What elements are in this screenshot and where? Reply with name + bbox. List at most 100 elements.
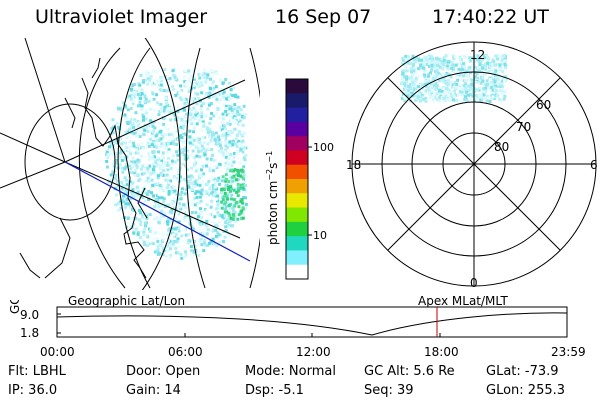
emission-pixel xyxy=(159,243,163,247)
emission-pixel xyxy=(189,254,193,258)
emission-pixel xyxy=(191,215,195,219)
emission-pixel xyxy=(483,56,487,60)
emission-pixel xyxy=(228,81,232,85)
emission-pixel xyxy=(401,68,405,72)
emission-pixel xyxy=(491,58,495,62)
emission-pixel xyxy=(222,95,226,99)
emission-pixel xyxy=(203,238,207,242)
emission-pixel xyxy=(125,197,129,201)
emission-pixel xyxy=(464,55,468,59)
emission-pixel xyxy=(236,194,240,198)
emission-pixel xyxy=(487,96,491,100)
emission-pixel xyxy=(207,166,211,170)
emission-pixel xyxy=(233,176,237,180)
emission-pixel xyxy=(156,155,160,159)
emission-pixel xyxy=(229,226,233,230)
emission-pixel xyxy=(176,251,180,255)
emission-pixel xyxy=(140,92,144,96)
emission-pixel xyxy=(430,63,434,67)
emission-pixel xyxy=(190,99,194,103)
emission-pixel xyxy=(154,173,158,177)
emission-pixel xyxy=(187,69,191,73)
emission-pixel xyxy=(188,179,192,183)
emission-pixel xyxy=(172,197,176,201)
emission-pixel xyxy=(196,96,200,100)
emission-pixel xyxy=(174,130,178,134)
emission-pixel xyxy=(159,75,163,79)
emission-pixel xyxy=(175,239,179,243)
emission-pixel xyxy=(241,207,245,211)
emission-pixel xyxy=(215,166,219,170)
emission-pixel xyxy=(406,55,410,59)
emission-pixel xyxy=(458,58,462,62)
emission-pixel xyxy=(221,224,225,228)
emission-pixel xyxy=(149,222,153,226)
emission-pixel xyxy=(149,182,153,186)
emission-pixel xyxy=(125,135,129,139)
emission-pixel xyxy=(136,231,140,235)
emission-pixel xyxy=(192,115,196,119)
emission-pixel xyxy=(429,82,433,86)
emission-pixel xyxy=(222,130,226,134)
emission-pixel xyxy=(195,201,199,205)
emission-pixel xyxy=(151,242,155,246)
emission-pixel xyxy=(500,62,504,66)
emission-pixel xyxy=(198,76,202,80)
emission-pixel xyxy=(222,230,226,234)
emission-pixel xyxy=(454,63,458,67)
emission-pixel xyxy=(148,239,152,243)
emission-pixel xyxy=(147,227,151,231)
emission-pixel xyxy=(206,243,210,247)
emission-pixel xyxy=(181,124,185,128)
emission-pixel xyxy=(176,153,180,157)
emission-pixel xyxy=(240,198,244,202)
emission-pixel xyxy=(236,217,240,221)
emission-pixel xyxy=(226,213,230,217)
emission-pixel xyxy=(114,203,118,207)
emission-pixel xyxy=(504,89,508,93)
emission-pixel xyxy=(423,79,427,83)
emission-pixel xyxy=(188,141,192,145)
emission-pixel xyxy=(162,187,166,191)
emission-pixel xyxy=(121,170,125,174)
emission-pixel xyxy=(239,108,243,112)
emission-pixel xyxy=(432,84,436,88)
emission-pixel xyxy=(135,89,139,93)
emission-pixel xyxy=(200,229,204,233)
emission-pixel xyxy=(410,61,414,65)
emission-pixel xyxy=(130,194,134,198)
emission-pixel xyxy=(199,173,203,177)
emission-pixel xyxy=(404,80,408,84)
emission-pixel xyxy=(501,69,505,73)
emission-pixel xyxy=(160,196,164,200)
emission-pixel xyxy=(137,121,141,125)
emission-pixel xyxy=(228,220,232,224)
emission-pixel xyxy=(451,83,455,87)
emission-pixel xyxy=(462,64,466,68)
emission-pixel xyxy=(136,104,140,108)
emission-pixel xyxy=(214,131,218,135)
emission-pixel xyxy=(431,99,435,103)
emission-pixel xyxy=(224,177,228,181)
emission-pixel xyxy=(241,179,245,183)
emission-pixel xyxy=(436,71,440,75)
emission-pixel xyxy=(190,122,194,126)
emission-pixel xyxy=(165,189,169,193)
colorbar-tick-10: 10 xyxy=(313,229,327,242)
emission-pixel xyxy=(200,83,204,87)
emission-pixel xyxy=(447,91,451,95)
emission-pixel xyxy=(197,83,201,87)
emission-pixel xyxy=(166,186,170,190)
emission-pixel xyxy=(443,99,447,103)
emission-pixel xyxy=(197,175,201,179)
emission-pixel xyxy=(229,173,233,177)
emission-pixel xyxy=(228,234,232,238)
emission-pixel xyxy=(194,191,198,195)
emission-pixel xyxy=(448,85,452,89)
emission-pixel xyxy=(204,80,208,84)
colorbar-segment xyxy=(286,264,308,280)
colorbar-tick-100: 100 xyxy=(313,141,334,154)
emission-pixel xyxy=(176,237,180,241)
emission-pixel xyxy=(146,141,150,145)
emission-pixel xyxy=(192,163,196,167)
